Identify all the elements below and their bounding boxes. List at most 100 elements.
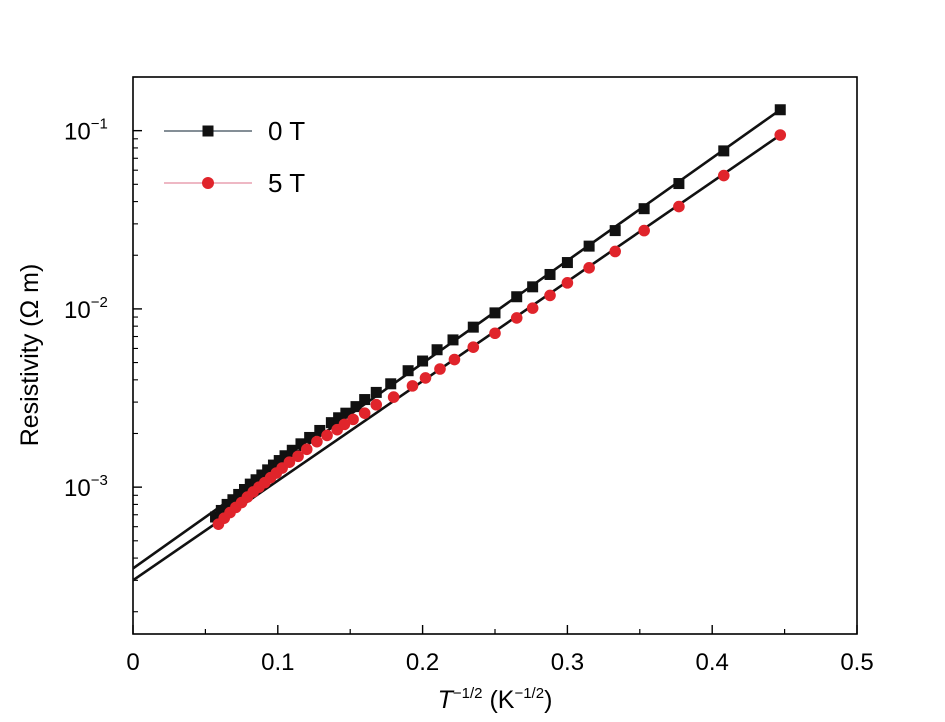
data-point-square [774,104,786,116]
data-point-square [431,344,443,356]
y-tick-base: 10 [64,297,91,324]
data-point-square [350,401,362,413]
data-point-square [286,444,298,456]
x-axis-label-unit-exponent: −1/2 [514,685,544,702]
legend-label: 0 T [268,116,305,146]
data-point-square [638,203,650,215]
x-axis-label-symbol: T [438,686,455,714]
data-point-circle [609,245,621,258]
axis-ticks [132,76,858,634]
data-point-square [325,417,337,429]
y-tick-base: 10 [64,475,91,502]
x-tick-label: 0.4 [696,649,729,676]
data-point-circle [358,407,371,419]
data-point-square [244,478,256,490]
data-point-square [447,334,459,346]
data-point-square [279,450,291,462]
legend-marker-square [202,125,214,137]
data-point-circle [283,456,296,469]
data-point-circle [526,302,539,314]
data-point-square [402,365,414,377]
data-point-square [673,178,685,190]
x-tick-label: 0.3 [551,649,584,676]
x-tick-label: 0.2 [406,649,439,676]
y-tick-exponent: −1 [91,116,108,133]
data-point-square [359,394,371,406]
legend-label: 5 T [268,168,305,198]
y-tick-exponent: −3 [91,472,108,489]
data-point-circle [561,277,574,289]
legend-marker-circle [202,177,214,189]
x-axis-label-close: ) [544,686,552,714]
data-point-square [273,455,285,467]
data-point-circle [583,262,595,274]
data-point-square [227,494,239,506]
data-point-circle [387,391,400,403]
y-tick-label: 10−2 [64,294,108,324]
data-point-circle [338,418,351,431]
x-axis-label: T−1/2 (K−1/2) [438,685,553,714]
data-point-square [340,407,352,419]
data-point-square [262,464,274,476]
legend: 0 T 5 T [164,116,305,198]
data-point-circle [673,200,685,213]
data-point-circle [300,443,313,456]
data-point-square [295,438,307,450]
data-point-circle [434,363,446,375]
data-point-square [250,474,262,486]
data-point-circle [544,289,556,302]
data-point-circle [717,169,730,182]
data-point-square [256,469,268,481]
data-point-circle [321,429,333,442]
data-point-circle [406,380,419,392]
data-point-square [314,424,326,436]
data-point-square [718,145,730,157]
x-axis-label-exponent: −1/2 [453,685,483,702]
y-tick-base: 10 [64,119,91,146]
data-point-square [233,488,245,500]
series-0-t [210,104,786,523]
data-point-square [304,431,316,443]
y-tick-label: 10−1 [64,116,108,146]
data-point-square [583,240,595,252]
data-point-square [238,484,250,496]
x-tick-label: 0.5 [840,649,873,676]
data-point-square [385,378,397,390]
x-tick-labels: 0 0.1 0.2 0.3 0.4 0.5 [126,649,873,676]
data-point-circle [370,398,383,411]
data-point-square [370,386,382,398]
data-point-circle [489,327,501,340]
y-axis-label: Resistivity (Ω m) [16,264,44,447]
plot-frame [132,76,858,635]
data-point-circle [448,353,461,366]
x-tick-label: 0 [126,649,139,676]
data-point-square [511,291,523,303]
data-point-square [221,498,233,510]
data-point-square [527,281,539,293]
series-5-t [212,129,787,530]
data-point-circle [419,372,432,384]
data-point-circle [510,312,523,324]
data-markers [210,104,787,530]
data-point-square [215,504,227,516]
data-point-square [333,412,345,424]
data-point-square [267,459,279,471]
data-point-square [210,511,222,523]
data-point-circle [347,413,359,426]
data-point-square [417,355,429,367]
data-point-circle [638,224,650,237]
y-tick-labels: 10−310−210−1 [64,116,108,502]
data-point-square [467,321,479,333]
data-point-square [609,225,621,237]
data-point-square [561,257,573,269]
data-point-circle [311,435,323,448]
data-point-circle [292,450,304,463]
x-tick-label: 0.1 [261,649,294,676]
y-tick-label: 10−3 [64,472,108,502]
data-point-circle [774,129,787,141]
data-point-circle [467,341,480,353]
data-point-square [544,268,556,280]
y-tick-exponent: −2 [91,294,108,311]
data-point-square [489,307,501,319]
